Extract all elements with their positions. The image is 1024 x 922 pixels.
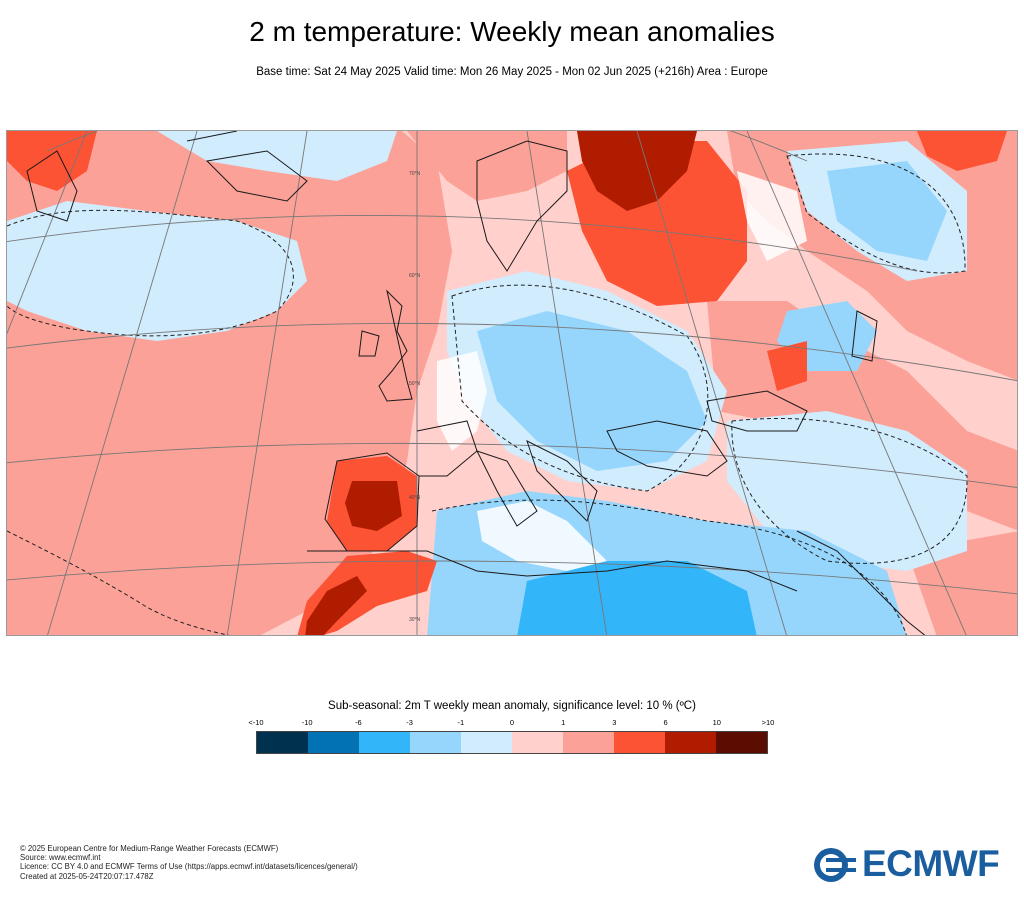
lat-label-40: 40°N xyxy=(409,495,421,501)
legend-swatch xyxy=(359,732,410,753)
anomaly-field-6-10-iberia xyxy=(345,481,402,531)
legend-tick-label: -1 xyxy=(457,718,465,727)
legend-tick-label: 0 xyxy=(509,718,515,727)
anomaly-field-neg3-neg1-balkans xyxy=(477,311,707,471)
legend-colorbar xyxy=(256,731,768,754)
legend-tick-label: <-10 xyxy=(248,718,264,727)
neutral-band-med xyxy=(477,501,607,571)
footer-copyright: © 2025 European Centre for Medium-Range … xyxy=(20,844,279,853)
legend-tick-label: -10 xyxy=(301,718,313,727)
map-svg: 70°N 60°N 50°N 40°N 30°N xyxy=(7,131,1017,635)
anomaly-field-3-6-greenland xyxy=(7,131,97,191)
legend-swatch xyxy=(512,732,563,753)
anomaly-field-neg1-0-northatlantic xyxy=(7,201,307,341)
lat-label-70: 70°N xyxy=(409,171,421,177)
anomaly-field-neg6-neg3-africa xyxy=(517,561,757,635)
legend-swatch xyxy=(308,732,359,753)
footer-created: Created at 2025-05-24T20:07:17.478Z xyxy=(20,871,154,881)
chart-title: 2 m temperature: Weekly mean anomalies xyxy=(249,16,775,47)
anomaly-field-6-10-russia xyxy=(577,131,697,211)
legend-tick-label: 10 xyxy=(712,718,721,727)
legend-swatch xyxy=(410,732,461,753)
legend-tick-label: 6 xyxy=(663,718,668,727)
graticule xyxy=(7,131,1017,635)
chart-subtitle: Base time: Sat 24 May 2025 Valid time: M… xyxy=(256,66,768,78)
coastlines xyxy=(26,131,926,635)
legend-title: Sub-seasonal: 2m T weekly mean anomaly, … xyxy=(328,700,696,712)
anomaly-map: 70°N 60°N 50°N 40°N 30°N xyxy=(6,130,1018,636)
significance-contours xyxy=(7,153,968,635)
neutral-band-north xyxy=(737,171,807,261)
lat-label-50: 50°N xyxy=(409,381,421,387)
legend-tick-label: 1 xyxy=(561,718,566,727)
legend-swatch xyxy=(461,732,512,753)
anomaly-field-3-6-turkey xyxy=(767,341,807,391)
legend-swatch xyxy=(614,732,665,753)
anomaly-field-3-6-nortwest-asia xyxy=(917,131,1007,171)
legend-swatch xyxy=(563,732,614,753)
legend-swatch xyxy=(665,732,716,753)
footer-source: Source: www.ecmwf.int xyxy=(20,853,101,863)
ecmwf-logo-text: ECMWF xyxy=(862,843,1000,884)
anomaly-field-1-3-north xyxy=(407,131,567,201)
legend-swatch xyxy=(257,732,308,753)
footer-licence: Licence: CC BY 4.0 and ECMWF Terms of Us… xyxy=(20,862,358,872)
footer: © 2025 European Centre for Medium-Range … xyxy=(20,844,358,881)
legend-tick-label: 3 xyxy=(612,718,617,727)
anomaly-field-neg3-neg1-siberia xyxy=(827,161,947,261)
legend-tick-label: -3 xyxy=(406,718,413,727)
lat-label-30: 30°N xyxy=(409,617,421,623)
lat-label-60: 60°N xyxy=(409,273,421,279)
ecmwf-logo-icon xyxy=(814,848,856,882)
anomaly-field-neg1-0-arctic xyxy=(157,131,397,181)
anomaly-field-6-10-morocco xyxy=(305,576,367,635)
legend-tick-label: >10 xyxy=(761,718,775,727)
legend-tick-label: -6 xyxy=(355,718,362,727)
legend-swatch xyxy=(716,732,767,753)
graticule-labels: 70°N 60°N 50°N 40°N 30°N xyxy=(409,171,421,623)
